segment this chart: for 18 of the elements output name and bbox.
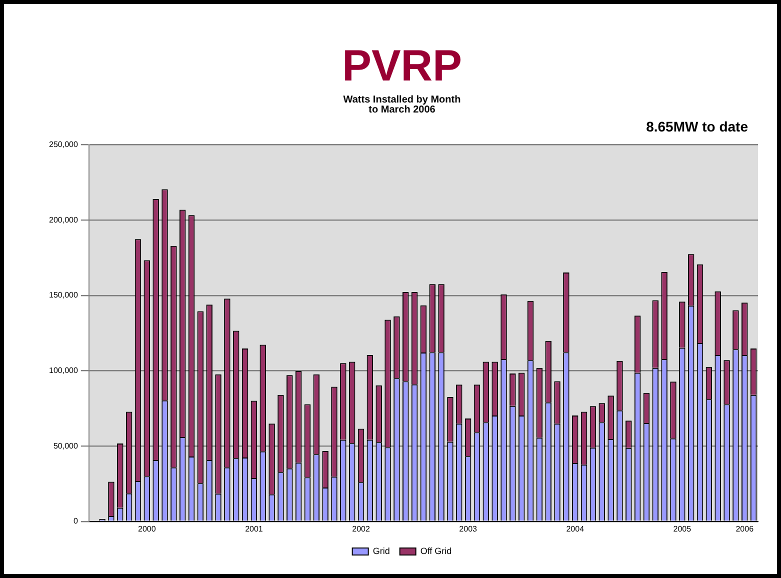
- y-tick-label: 250,000: [48, 140, 78, 150]
- x-tick-label: 2002: [352, 524, 370, 534]
- x-tick-label: 2001: [245, 524, 264, 534]
- x-tick-label: 2005: [673, 524, 692, 534]
- y-tick-label: 50,000: [53, 441, 78, 450]
- x-tick-label: 2003: [459, 524, 478, 534]
- y-tick-label: 0: [73, 516, 78, 526]
- chart-title: PVRP: [342, 42, 462, 91]
- x-tick-label: 2006: [736, 524, 754, 534]
- x-tick-label: 2000: [138, 524, 156, 534]
- text: 8.65MW to date: [646, 118, 748, 135]
- y-tick-label: 100,000: [48, 366, 78, 375]
- chart-subtitle: Watts Installed by Month to March 2006: [343, 94, 461, 116]
- legend-label: Grid: [372, 546, 390, 556]
- y-tick-label: 150,000: [48, 290, 78, 300]
- x-tick-label: 2004: [566, 524, 585, 534]
- y-tick-label: 200,000: [48, 215, 78, 224]
- legend-label: Off Grid: [420, 546, 452, 556]
